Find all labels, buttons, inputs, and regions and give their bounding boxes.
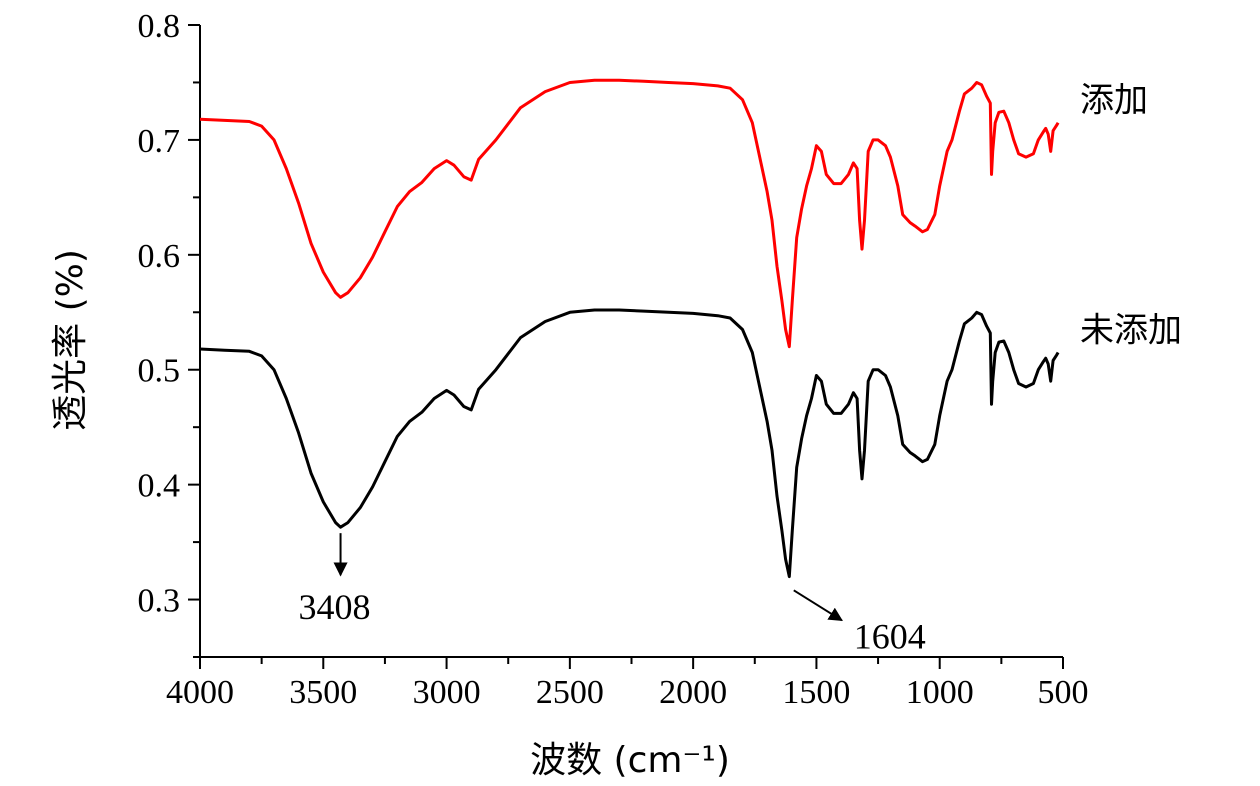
- x-tick-label: 3500: [289, 674, 357, 711]
- y-axis-ticks: 0.3 0.4 0.5 0.6 0.7 0.8: [138, 8, 200, 658]
- x-tick-label: 3000: [413, 674, 481, 711]
- x-tick-label: 1000: [906, 674, 974, 711]
- annotation-label-3408: 3408: [299, 587, 371, 627]
- y-tick-label: 0.5: [138, 353, 181, 390]
- x-axis-ticks: 4000 3500 3000 2500 2000 1500 1000 500: [166, 657, 1089, 711]
- annotation-layer: 3408 1604: [299, 533, 926, 656]
- y-axis-title: 透光率 (%): [50, 249, 91, 431]
- y-tick-label: 0.4: [138, 468, 181, 505]
- axes: [199, 25, 1063, 658]
- y-tick-label: 0.6: [138, 238, 181, 275]
- series-line-2: [199, 308, 1060, 579]
- series-line-1: [199, 78, 1060, 349]
- annotation-label-1604: 1604: [854, 616, 926, 656]
- x-tick-label: 4000: [166, 674, 234, 711]
- y-tick-label: 0.7: [138, 123, 181, 160]
- y-tick-label: 0.8: [138, 8, 181, 45]
- annotation-arrow-1604: [793, 589, 843, 622]
- x-tick-label: 1500: [782, 674, 850, 711]
- series-label-2: 未添加: [1080, 311, 1182, 351]
- x-tick-label: 2000: [659, 674, 727, 711]
- x-tick-label: 500: [1038, 674, 1089, 711]
- x-tick-label: 2500: [536, 674, 604, 711]
- y-tick-label: 0.3: [138, 583, 181, 620]
- series-label-1: 添加: [1080, 81, 1148, 121]
- x-axis-title: 波数 (cm⁻¹): [530, 740, 730, 781]
